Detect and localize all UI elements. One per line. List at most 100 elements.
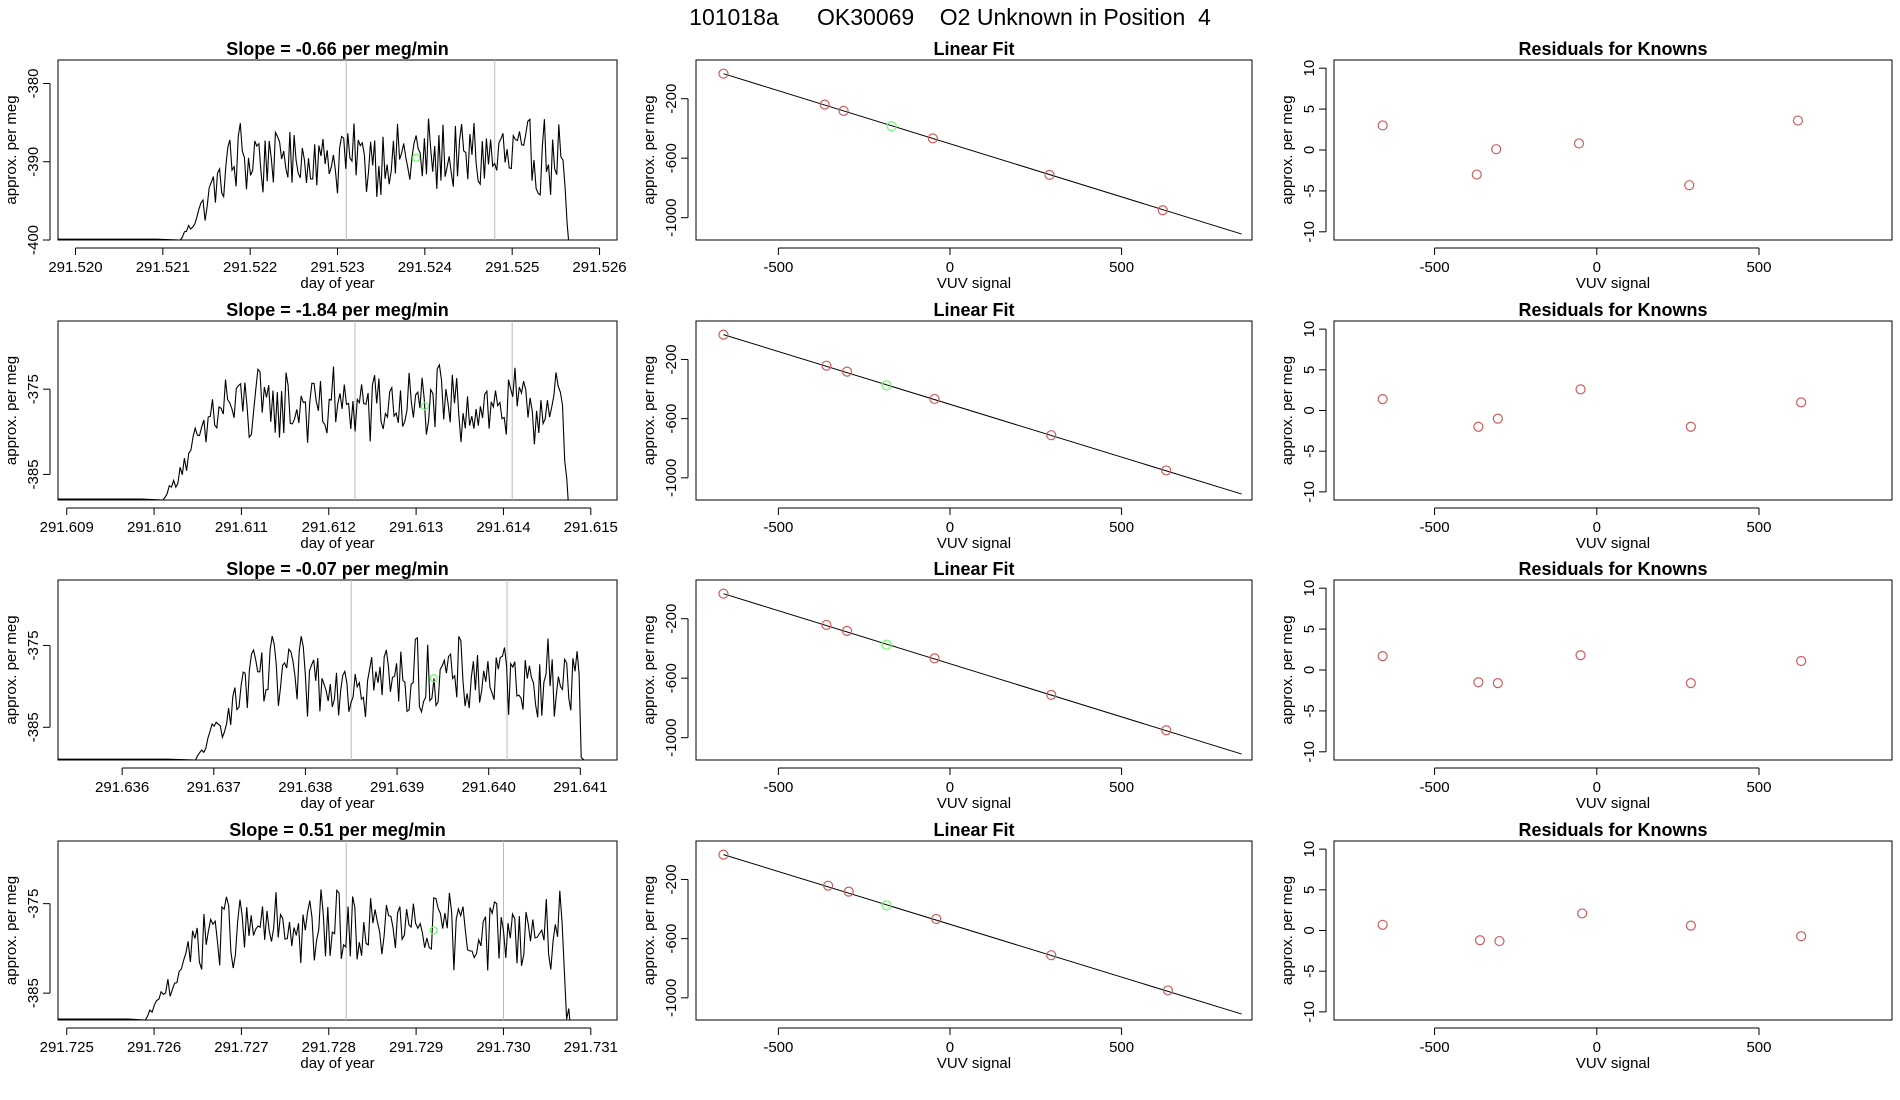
panel-title: Slope = -0.07 per meg/min bbox=[226, 559, 449, 579]
x-tick-label: 500 bbox=[1746, 259, 1771, 276]
known-point bbox=[1577, 908, 1588, 919]
y-tick-label: -375 bbox=[25, 889, 42, 919]
plot-frame bbox=[57, 59, 618, 241]
x-tick-label: 291.521 bbox=[136, 259, 190, 276]
x-tick-label: 291.726 bbox=[127, 1039, 181, 1056]
unknown-point bbox=[881, 380, 892, 391]
known-point bbox=[1044, 169, 1055, 180]
unknown-point bbox=[429, 926, 438, 935]
y-tick-label: 5 bbox=[1301, 105, 1318, 113]
known-point bbox=[1494, 935, 1505, 947]
unknown-point bbox=[881, 900, 892, 911]
x-tick-label: -500 bbox=[763, 519, 793, 536]
panel-r1-c1: Slope = -0.66 per meg/min 291.520 291.521 2… bbox=[3, 39, 627, 292]
known-point bbox=[1377, 120, 1388, 131]
y-tick-label: -600 bbox=[663, 663, 680, 693]
plot-frame bbox=[57, 579, 618, 761]
plot-area bbox=[58, 321, 569, 500]
data-trace bbox=[58, 888, 571, 1020]
known-point bbox=[1492, 413, 1503, 424]
unknown-point bbox=[886, 121, 897, 132]
y-tick-label: -5 bbox=[1301, 704, 1318, 717]
y-tick-label: -10 bbox=[1301, 221, 1318, 243]
y-tick-label: -5 bbox=[1301, 965, 1318, 978]
y-axis-label: approx. per meg bbox=[3, 876, 20, 985]
panel-r3-c2: Linear Fit -500 0 500 VUV signal -1000 -600 -20… bbox=[641, 559, 1253, 812]
plot-area bbox=[58, 580, 584, 760]
x-tick-label: -500 bbox=[1420, 1039, 1450, 1056]
y-tick-label: -375 bbox=[25, 374, 42, 404]
y-axis-label: approx. per meg bbox=[641, 356, 658, 465]
panel-r2-c1: Slope = -1.84 per meg/min 291.609 291.610 2… bbox=[3, 300, 618, 552]
plot-area bbox=[718, 68, 1242, 235]
plot-frame bbox=[1333, 840, 1893, 1021]
panel-r4-c2: Linear Fit -500 0 500 VUV signal -1000 -600 -20… bbox=[641, 820, 1253, 1072]
plot-frame bbox=[57, 320, 618, 501]
plot-frame bbox=[1333, 320, 1893, 501]
known-point bbox=[1492, 677, 1503, 689]
panel-r4-c1: Slope = 0.51 per meg/min 291.725 291.726 29… bbox=[3, 820, 618, 1072]
y-tick-label: -5 bbox=[1301, 445, 1318, 458]
y-tick-label: 5 bbox=[1301, 886, 1318, 894]
known-point bbox=[718, 68, 729, 79]
x-tick-label: 291.524 bbox=[398, 259, 452, 276]
known-point bbox=[1796, 931, 1807, 942]
x-tick-label: 291.522 bbox=[223, 259, 277, 276]
known-point bbox=[1046, 430, 1057, 441]
unknown-point bbox=[420, 402, 429, 411]
fit-line bbox=[723, 593, 1242, 755]
x-tick-label: 291.729 bbox=[389, 1039, 443, 1056]
y-tick-label: -385 bbox=[25, 712, 42, 742]
y-tick-label: 5 bbox=[1301, 366, 1318, 374]
y-tick-label: 10 bbox=[1301, 60, 1318, 77]
x-tick-label: 291.727 bbox=[214, 1039, 268, 1056]
known-point bbox=[1377, 394, 1388, 405]
y-tick-label: 10 bbox=[1301, 321, 1318, 338]
x-tick-label: 291.523 bbox=[310, 259, 364, 276]
x-tick-label: 291.611 bbox=[215, 519, 268, 536]
page-title: 101018a OK30069 O2 Unknown in Position 4 bbox=[689, 4, 1211, 30]
plot-frame bbox=[695, 840, 1253, 1021]
y-tick-label: -5 bbox=[1301, 184, 1318, 197]
x-tick-label: 0 bbox=[1593, 519, 1601, 536]
x-tick-label: 291.636 bbox=[95, 779, 149, 796]
x-tick-label: 0 bbox=[1593, 779, 1601, 796]
known-point bbox=[1161, 465, 1172, 476]
y-tick-label: -385 bbox=[25, 978, 42, 1008]
panel-r4-c3: Residuals for Knowns -500 0 500 VUV signal -1… bbox=[1279, 820, 1893, 1072]
x-tick-label: 0 bbox=[946, 1039, 954, 1056]
x-axis-label: VUV signal bbox=[937, 275, 1011, 292]
fit-line bbox=[723, 334, 1242, 495]
panel-title: Residuals for Knowns bbox=[1518, 559, 1707, 579]
y-tick-label: -390 bbox=[25, 147, 42, 177]
x-tick-label: 500 bbox=[1746, 779, 1771, 796]
x-tick-label: 0 bbox=[1593, 1039, 1601, 1056]
data-trace bbox=[58, 635, 584, 760]
known-point bbox=[1685, 421, 1696, 432]
known-point bbox=[838, 105, 849, 116]
y-axis-label: approx. per meg bbox=[3, 356, 20, 465]
x-tick-label: -500 bbox=[763, 1039, 793, 1056]
x-tick-label: 0 bbox=[1593, 259, 1601, 276]
x-tick-label: 500 bbox=[1109, 259, 1134, 276]
plot-frame bbox=[695, 579, 1253, 761]
y-tick-label: 5 bbox=[1301, 625, 1318, 633]
known-point bbox=[821, 619, 832, 631]
y-axis-label: approx. per meg bbox=[1279, 95, 1296, 204]
y-tick-label: -200 bbox=[663, 604, 680, 634]
y-tick-label: -385 bbox=[25, 459, 42, 489]
y-tick-label: -200 bbox=[663, 84, 680, 114]
known-point bbox=[718, 329, 729, 340]
x-tick-label: 291.609 bbox=[40, 519, 94, 536]
x-tick-label: 291.725 bbox=[40, 1039, 94, 1056]
panel-title: Slope = -1.84 per meg/min bbox=[226, 300, 449, 320]
known-point bbox=[1792, 115, 1804, 126]
x-tick-label: 0 bbox=[946, 779, 954, 796]
y-tick-label: -375 bbox=[25, 630, 42, 660]
known-point bbox=[1685, 677, 1696, 689]
plot-area bbox=[718, 329, 1242, 495]
x-axis-label: VUV signal bbox=[937, 535, 1011, 552]
known-point bbox=[929, 393, 940, 405]
known-point bbox=[841, 366, 853, 377]
x-axis-label: day of year bbox=[300, 795, 374, 812]
